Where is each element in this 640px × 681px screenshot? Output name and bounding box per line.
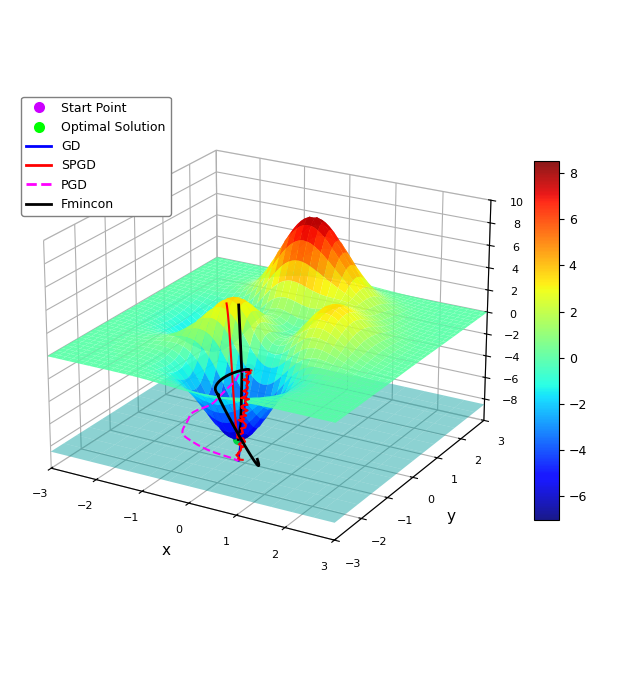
X-axis label: x: x bbox=[161, 543, 170, 558]
Legend: Start Point, Optimal Solution, GD, SPGD, PGD, Fmincon: Start Point, Optimal Solution, GD, SPGD,… bbox=[21, 97, 171, 216]
Y-axis label: y: y bbox=[446, 509, 455, 524]
